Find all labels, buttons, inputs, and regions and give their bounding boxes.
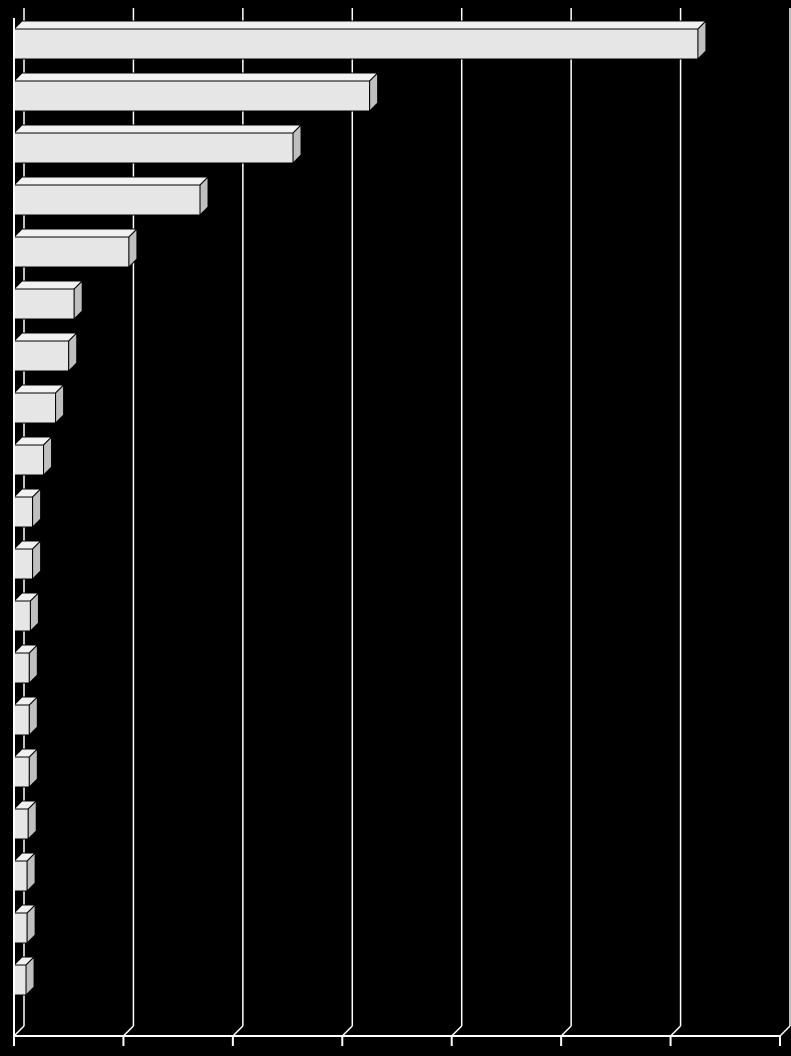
bar-top — [14, 125, 301, 133]
bar-chart-3d — [0, 0, 791, 1056]
bar — [14, 185, 200, 215]
bar — [14, 445, 44, 475]
bar — [14, 653, 29, 683]
bar — [14, 29, 698, 59]
bar-top — [14, 177, 208, 185]
bar — [14, 705, 29, 735]
bar — [14, 289, 74, 319]
bar — [14, 393, 56, 423]
bar — [14, 913, 27, 943]
bar — [14, 601, 30, 631]
bar-top — [14, 281, 82, 289]
bar — [14, 965, 26, 995]
bar — [14, 497, 33, 527]
bar — [14, 133, 293, 163]
bar-top — [14, 229, 137, 237]
bar — [14, 237, 129, 267]
bar — [14, 341, 69, 371]
bar — [14, 757, 29, 787]
bar — [14, 549, 33, 579]
bar — [14, 809, 28, 839]
bar-top — [14, 333, 77, 341]
bar-top — [14, 21, 706, 29]
bar-top — [14, 73, 378, 81]
bar — [14, 861, 27, 891]
bar — [14, 81, 370, 111]
